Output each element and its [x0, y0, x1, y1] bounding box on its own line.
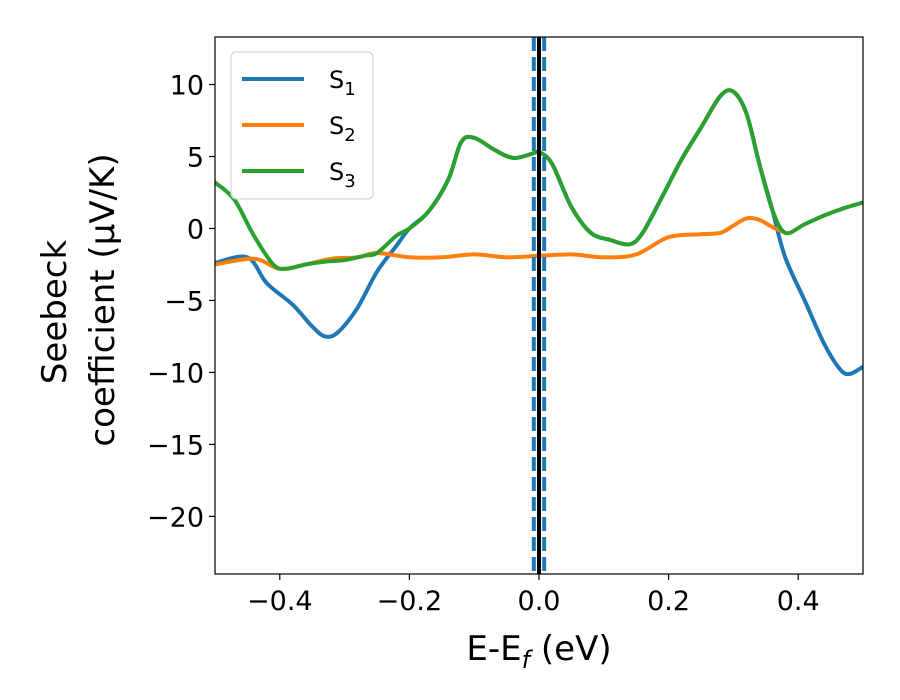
y-axis-label-line2: coefficient (μV/K)	[83, 153, 123, 446]
y-tick-label: −15	[147, 430, 204, 461]
x-tick-label: 0.4	[777, 586, 820, 617]
x-axis-label-suffix: (eV)	[530, 629, 612, 669]
y-axis-ticks: 10 5 0 −5 −10 −15 −20	[147, 71, 215, 533]
legend-label-s1: S1	[329, 66, 356, 100]
y-tick-label: 10	[170, 71, 204, 102]
y-tick-label: −5	[164, 286, 204, 317]
x-tick-label: 0.0	[518, 586, 561, 617]
x-tick-label: −0.2	[377, 586, 443, 617]
x-axis-ticks: −0.4 −0.2 0.0 0.2 0.4	[247, 574, 820, 617]
series-line-s2	[215, 216, 788, 271]
x-tick-label: 0.2	[647, 586, 690, 617]
y-tick-label: −10	[147, 358, 204, 389]
legend: S1 S2 S3	[230, 51, 374, 200]
y-tick-label: −20	[147, 502, 204, 533]
y-tick-label: 5	[187, 142, 204, 173]
y-tick-label: 0	[187, 214, 204, 245]
x-tick-label: −0.4	[247, 586, 313, 617]
vertical-reference-lines	[531, 37, 547, 574]
y-axis-label-line1: Seebeck	[35, 240, 75, 385]
legend-label-s2: S2	[329, 112, 356, 146]
x-axis-label-main: E-E	[466, 629, 521, 669]
x-axis-label: E-Ef (eV)	[466, 629, 611, 674]
legend-label-s3: S3	[329, 158, 356, 192]
